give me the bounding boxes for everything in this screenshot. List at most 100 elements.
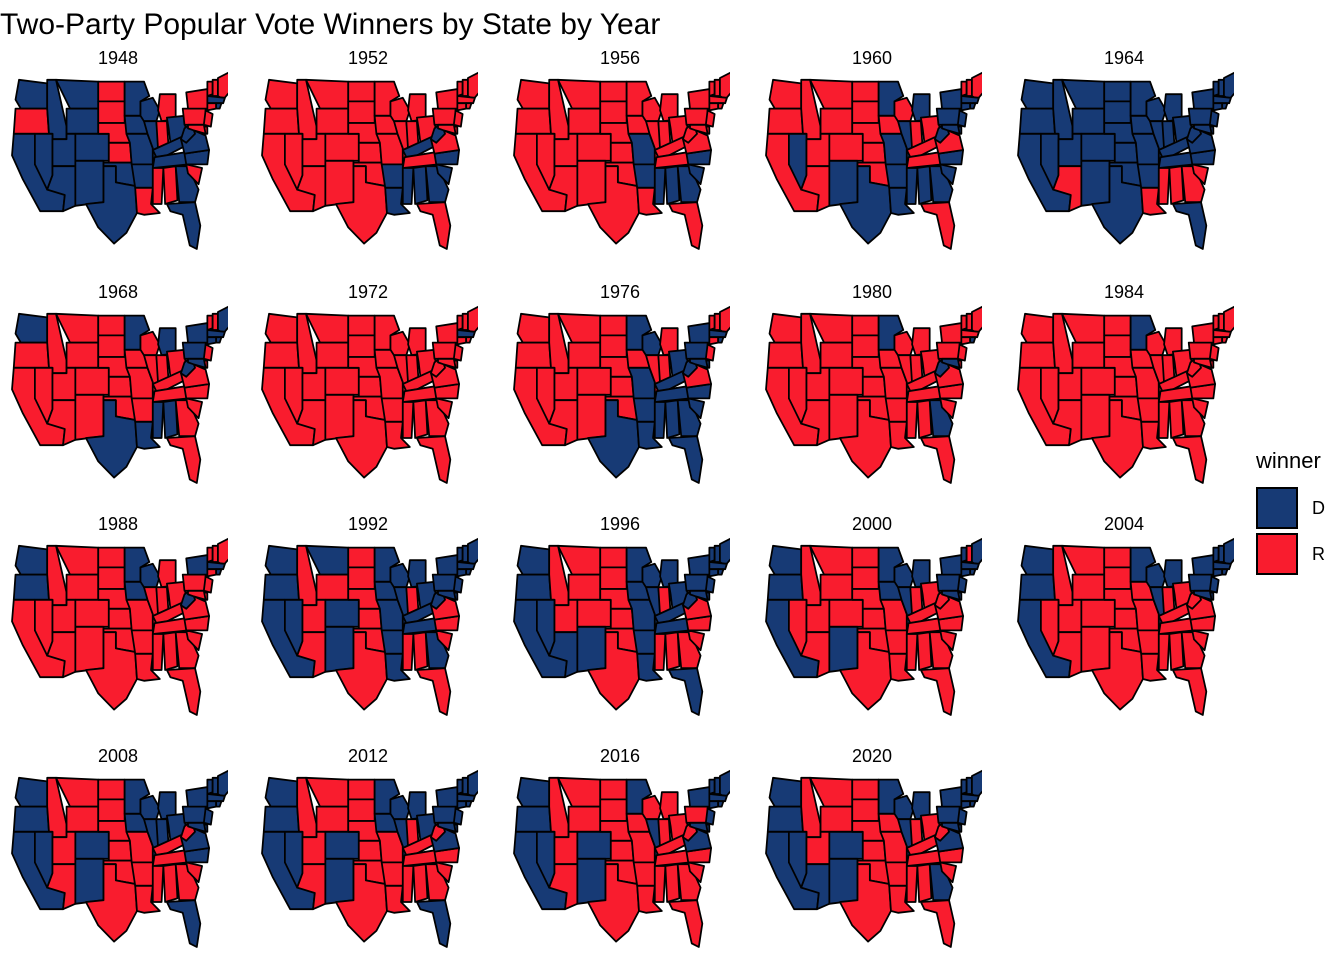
- state-ar: [886, 630, 907, 653]
- state-or: [768, 343, 803, 368]
- state-ar: [886, 164, 907, 187]
- state-nj: [1210, 344, 1219, 360]
- state-pa: [183, 109, 206, 125]
- state-ms: [153, 634, 164, 670]
- state-nm: [1081, 627, 1109, 672]
- state-co: [325, 600, 358, 627]
- state-pa: [1189, 575, 1212, 591]
- state-ar: [132, 630, 153, 653]
- state-co: [577, 134, 610, 161]
- state-fl: [417, 900, 450, 947]
- state-ut: [806, 832, 829, 864]
- state-pa: [433, 807, 456, 823]
- state-nm: [577, 859, 605, 904]
- facet-label: 1984: [1014, 282, 1234, 302]
- state-ct: [457, 801, 466, 808]
- state-ma: [207, 562, 225, 569]
- facet-label: 2012: [258, 746, 478, 766]
- state-wi: [390, 796, 409, 819]
- state-wi: [1146, 98, 1165, 121]
- state-ks: [109, 609, 132, 629]
- state-wa: [16, 778, 48, 807]
- state-nd: [98, 82, 124, 102]
- legend-title: winner: [1256, 448, 1325, 474]
- facet-2000: 2000: [762, 514, 992, 734]
- state-ri: [466, 337, 471, 342]
- state-map: [762, 304, 982, 494]
- state-wi: [140, 796, 159, 819]
- state-ma: [457, 562, 475, 569]
- state-ct: [457, 569, 466, 576]
- state-al: [413, 400, 427, 438]
- state-sd: [600, 799, 626, 821]
- state-fl: [417, 436, 450, 483]
- state-me: [720, 539, 730, 566]
- state-ar: [132, 862, 153, 885]
- state-ut: [1058, 368, 1081, 400]
- state-ar: [634, 630, 655, 653]
- state-wa: [1022, 546, 1054, 575]
- facet-label: 1992: [258, 514, 478, 534]
- state-sd: [98, 101, 124, 123]
- state-ms: [403, 634, 414, 670]
- state-wy: [317, 807, 349, 832]
- facet-2016: 2016: [510, 746, 740, 966]
- state-ar: [132, 398, 153, 421]
- state-ar: [382, 164, 403, 187]
- state-ct: [457, 103, 466, 110]
- state-ma: [457, 96, 475, 103]
- state-sd: [1104, 101, 1130, 123]
- state-or: [768, 807, 803, 832]
- state-ks: [611, 143, 634, 163]
- state-co: [75, 832, 108, 859]
- state-nj: [958, 808, 967, 824]
- facet-1980: 1980: [762, 282, 992, 502]
- state-wi: [140, 332, 159, 355]
- state-fl: [417, 668, 450, 715]
- state-wy: [317, 109, 349, 134]
- state-al: [665, 166, 679, 204]
- state-nm: [1081, 161, 1109, 206]
- state-wa: [266, 80, 298, 109]
- state-wi: [390, 332, 409, 355]
- state-sd: [852, 799, 878, 821]
- state-wa: [1022, 80, 1054, 109]
- state-fl: [921, 668, 954, 715]
- facet-label: 1964: [1014, 48, 1234, 68]
- state-or: [768, 575, 803, 600]
- state-ar: [1138, 164, 1159, 187]
- state-wy: [821, 343, 853, 368]
- facet-1988: 1988: [8, 514, 238, 734]
- state-or: [264, 575, 299, 600]
- state-wa: [518, 546, 550, 575]
- state-ar: [634, 164, 655, 187]
- state-fl: [1173, 202, 1206, 249]
- state-ms: [1159, 168, 1170, 204]
- state-map: [762, 768, 982, 958]
- state-ri: [216, 569, 221, 574]
- state-ms: [907, 168, 918, 204]
- state-ma: [709, 330, 727, 337]
- state-wi: [390, 98, 409, 121]
- state-nj: [454, 576, 463, 592]
- state-nj: [706, 808, 715, 824]
- state-wi: [140, 98, 159, 121]
- state-map: [258, 536, 478, 726]
- state-co: [829, 832, 862, 859]
- state-al: [917, 864, 931, 902]
- facet-1952: 1952: [258, 48, 488, 268]
- facet-label: 1996: [510, 514, 730, 534]
- state-wi: [894, 98, 913, 121]
- state-wy: [569, 807, 601, 832]
- state-wy: [67, 343, 99, 368]
- state-or: [14, 807, 49, 832]
- state-nd: [852, 82, 878, 102]
- state-wy: [821, 575, 853, 600]
- state-wa: [518, 80, 550, 109]
- state-map: [1014, 70, 1234, 260]
- state-ks: [109, 841, 132, 861]
- state-nj: [454, 808, 463, 824]
- state-nd: [1104, 82, 1130, 102]
- state-me: [468, 307, 478, 334]
- state-ms: [153, 866, 164, 902]
